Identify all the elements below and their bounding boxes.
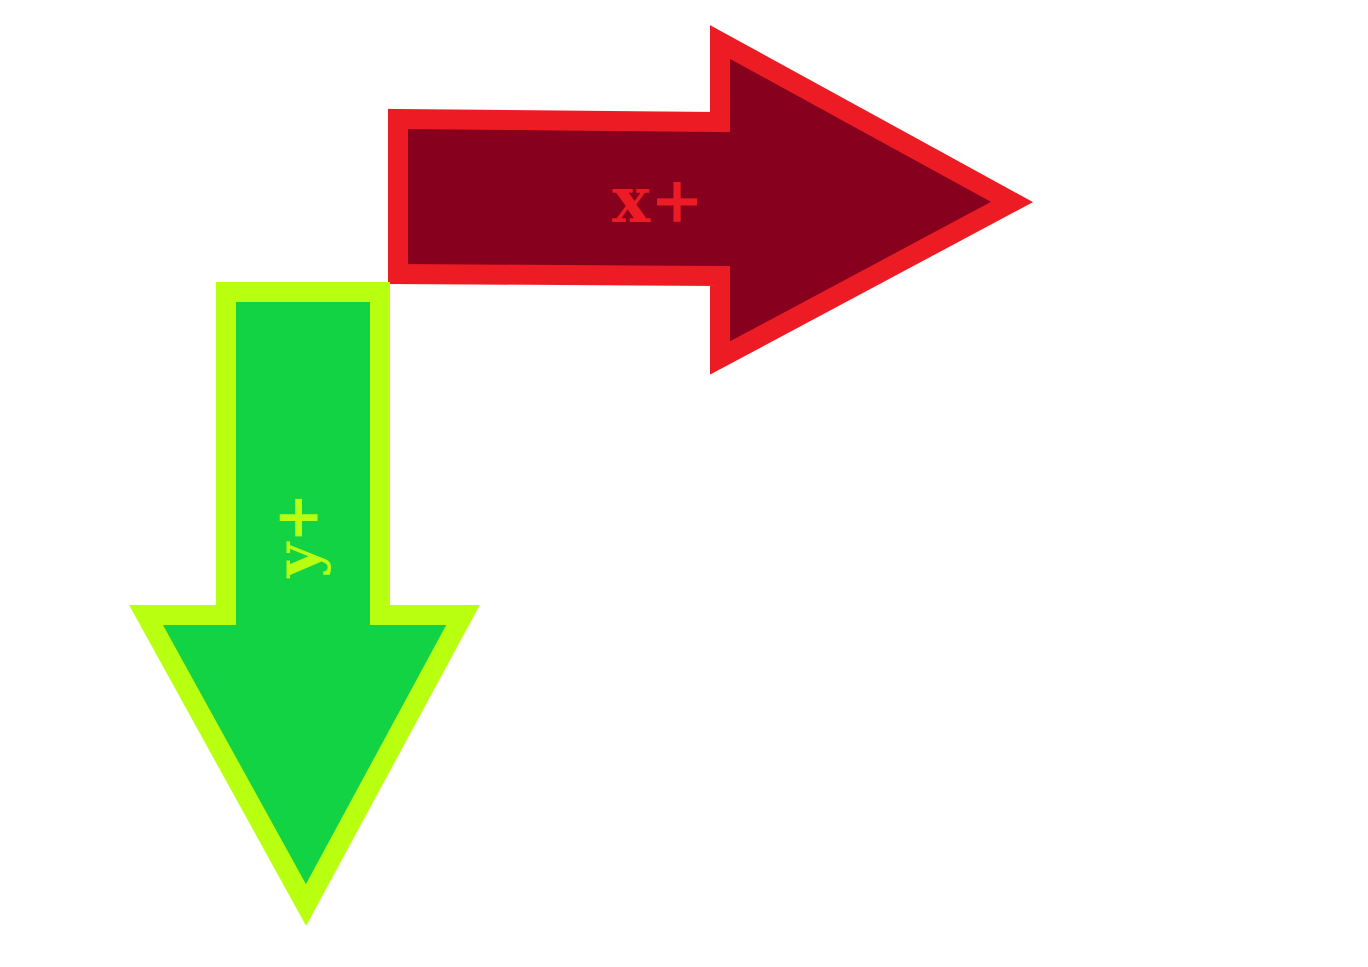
y-axis-arrow: y+	[129, 282, 480, 926]
y-axis-label: y+	[263, 492, 333, 578]
x-axis-arrow-shape	[388, 25, 1034, 375]
y-axis-arrow-shape	[129, 282, 480, 926]
x-axis-arrow: x+	[388, 25, 1034, 375]
x-axis-label: x+	[612, 163, 704, 238]
